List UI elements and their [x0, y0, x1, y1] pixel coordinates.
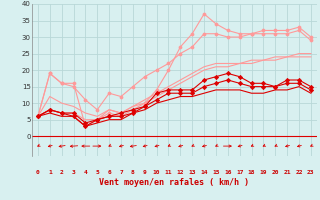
X-axis label: Vent moyen/en rafales ( km/h ): Vent moyen/en rafales ( km/h ) — [100, 178, 249, 187]
